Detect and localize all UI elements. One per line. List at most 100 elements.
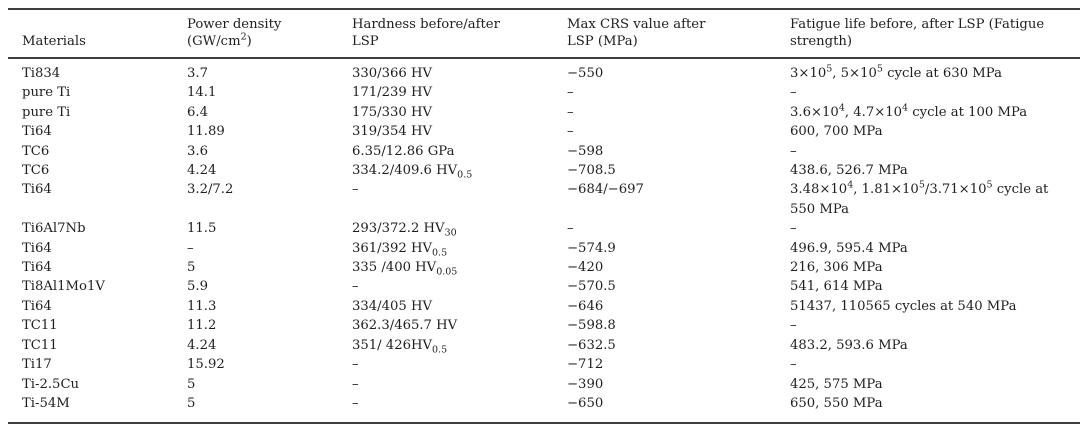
cell-material: Ti17 (22, 357, 52, 373)
cell-hardness: – (352, 395, 359, 411)
cell-fatigue-life: – (790, 143, 797, 159)
cell-material: TC11 (22, 337, 58, 353)
cell-max-crs: −550 (567, 66, 604, 81)
cell-max-crs: −712 (567, 357, 604, 373)
cell-hardness: 171/239 HV (352, 85, 433, 101)
cell-max-crs: −650 (567, 395, 604, 411)
cell-max-crs: −632.5 (567, 337, 616, 353)
cell-material: Ti64 (22, 182, 52, 198)
table-row: Ti17 15.92 – −712 – (8, 355, 1080, 374)
cell-max-crs: −708.5 (567, 163, 616, 179)
cell-hardness: 351/ 426HV0.5 (352, 337, 448, 356)
table-row: TC6 4.24 334.2/409.6 HV0.5 −708.5 438.6,… (8, 161, 1080, 180)
table-row: Ti-2.5Cu 5 – −390 425, 575 MPa (8, 375, 1080, 394)
table-row: pure Ti 14.1 171/239 HV – – (8, 83, 1080, 102)
cell-fatigue-life: – (790, 221, 797, 237)
cell-hardness: 330/366 HV (352, 66, 433, 81)
cell-hardness: 361/392 HV0.5 (352, 240, 448, 259)
cell-hardness: 319/354 HV (352, 124, 433, 140)
table-row: Ti64 11.3 334/405 HV −646 51437, 110565 … (8, 297, 1080, 316)
cell-power-density: 4.24 (187, 163, 217, 179)
cell-fatigue-life: – (790, 318, 797, 334)
cell-power-density: 11.2 (187, 318, 217, 334)
cell-max-crs: −570.5 (567, 279, 616, 295)
cell-power-density: 6.4 (187, 104, 208, 120)
cell-fatigue-life: 3×105, 5×105 cycle at 630 MPa (790, 63, 1002, 81)
cell-max-crs: – (567, 221, 574, 237)
cell-power-density: 4.24 (187, 337, 217, 353)
cell-material: Ti-54M (22, 395, 70, 411)
cell-hardness: – (352, 376, 359, 392)
cell-power-density: 5 (187, 376, 196, 392)
cell-fatigue-life: 483.2, 593.6 MPa (790, 337, 908, 353)
cell-power-density: 11.5 (187, 221, 217, 237)
table-row: Ti834 3.7 330/366 HV −550 3×105, 5×105 c… (8, 58, 1080, 83)
cell-material: Ti834 (22, 66, 61, 81)
cell-material: TC6 (22, 163, 50, 179)
cell-power-density: 3.6 (187, 143, 208, 159)
cell-material: Ti6Al7Nb (22, 221, 86, 237)
col-header-hardness: Hardness before/after LSP (352, 17, 500, 49)
cell-hardness: 335 /400 HV0.05 (352, 260, 458, 278)
cell-fatigue-life: – (790, 357, 797, 373)
cell-hardness: 6.35/12.86 GPa (352, 143, 455, 159)
col-header-power-density: Power density (GW/cm2) (187, 17, 282, 49)
cell-hardness: 362.3/465.7 HV (352, 318, 458, 334)
cell-max-crs: −390 (567, 376, 604, 392)
cell-fatigue-life: 496.9, 595.4 MPa (790, 240, 908, 256)
cell-fatigue-life: 600, 700 MPa (790, 124, 883, 140)
cell-power-density: 5.9 (187, 279, 208, 295)
cell-material: pure Ti (22, 104, 71, 120)
cell-power-density: – (187, 240, 194, 256)
cell-power-density: 5 (187, 260, 196, 276)
cell-fatigue-life: 3.48×104, 1.81×105/3.71×105 cycle at 550… (790, 180, 1049, 217)
lsp-effects-table: Materials Power density (GW/cm2) Hardnes… (8, 8, 1080, 425)
table-row: Ti64 – 361/392 HV0.5 −574.9 496.9, 595.4… (8, 239, 1080, 258)
cell-power-density: 14.1 (187, 85, 217, 101)
table-row: Ti64 3.2/7.2 – −684/−697 3.48×104, 1.81×… (8, 180, 1080, 219)
table-row: Ti64 5 335 /400 HV0.05 −420 216, 306 MPa (8, 258, 1080, 277)
cell-fatigue-life: 216, 306 MPa (790, 260, 883, 276)
cell-hardness: – (352, 279, 359, 295)
cell-hardness: 334/405 HV (352, 298, 433, 314)
cell-power-density: 3.2/7.2 (187, 182, 234, 198)
cell-hardness: 334.2/409.6 HV0.5 (352, 163, 473, 181)
cell-max-crs: −598.8 (567, 318, 616, 334)
cell-hardness: 175/330 HV (352, 104, 433, 120)
cell-power-density: 11.89 (187, 124, 225, 140)
cell-material: Ti64 (22, 240, 52, 256)
cell-power-density: 3.7 (187, 66, 208, 81)
cell-material: TC11 (22, 318, 58, 334)
table-row: Ti64 11.89 319/354 HV – 600, 700 MPa (8, 122, 1080, 141)
cell-hardness: – (352, 357, 359, 373)
cell-hardness: – (352, 182, 359, 198)
cell-max-crs: −598 (567, 143, 604, 159)
cell-max-crs: – (567, 85, 574, 101)
cell-power-density: 11.3 (187, 298, 217, 314)
cell-material: TC6 (22, 143, 50, 159)
table-body: Ti834 3.7 330/366 HV −550 3×105, 5×105 c… (8, 58, 1080, 423)
header-row: Materials Power density (GW/cm2) Hardnes… (8, 9, 1080, 58)
cell-max-crs: −646 (567, 298, 604, 314)
cell-fatigue-life: 425, 575 MPa (790, 376, 883, 392)
cell-max-crs: – (567, 104, 574, 120)
cell-power-density: 5 (187, 395, 196, 411)
cell-material: Ti64 (22, 298, 52, 314)
cell-fatigue-life: 438.6, 526.7 MPa (790, 163, 908, 179)
table-row: Ti8Al1Mo1V 5.9 – −570.5 541, 614 MPa (8, 277, 1080, 296)
cell-max-crs: – (567, 124, 574, 140)
col-header-fatigue-life: Fatigue life before, after LSP (Fatigue … (790, 17, 1045, 49)
cell-material: Ti-2.5Cu (22, 376, 80, 392)
table-row: pure Ti 6.4 175/330 HV – 3.6×104, 4.7×10… (8, 103, 1080, 122)
cell-material: Ti64 (22, 124, 52, 140)
cell-fatigue-life: – (790, 85, 797, 101)
table-row: Ti6Al7Nb 11.5 293/372.2 HV30 – – (8, 219, 1080, 238)
cell-max-crs: −684/−697 (567, 182, 644, 198)
col-header-max-crs: Max CRS value after LSP (MPa) (567, 17, 706, 49)
cell-hardness: 293/372.2 HV30 (352, 221, 457, 239)
col-header-materials: Materials (22, 33, 86, 49)
table-header: Materials Power density (GW/cm2) Hardnes… (8, 9, 1080, 58)
table-row: Ti-54M 5 – −650 650, 550 MPa (8, 394, 1080, 423)
cell-material: pure Ti (22, 85, 71, 101)
